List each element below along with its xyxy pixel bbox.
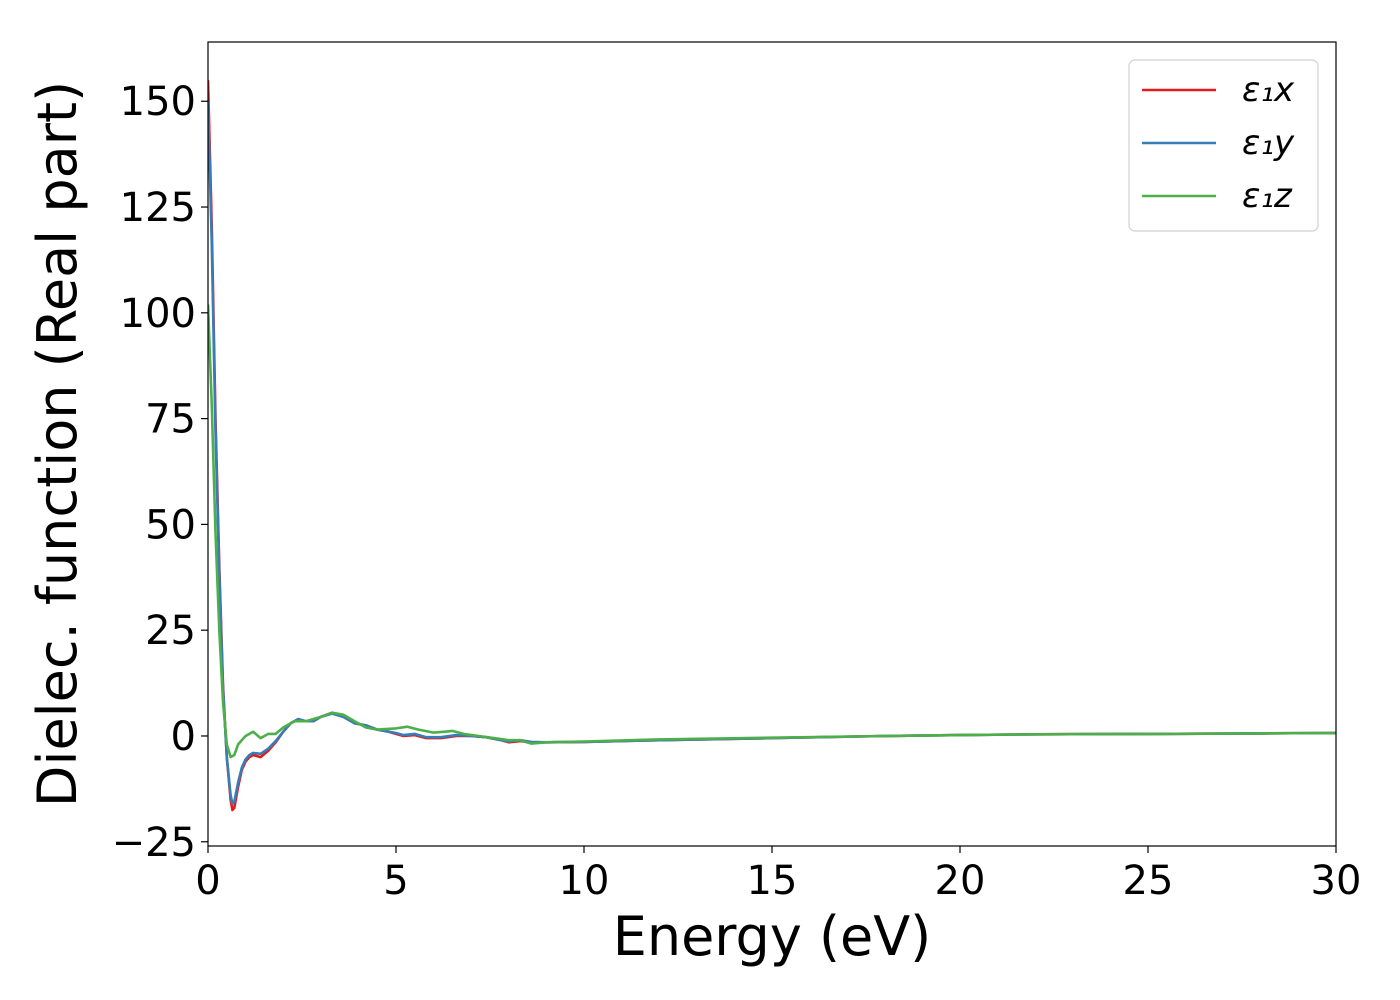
y-tick-label: −25	[112, 820, 196, 866]
series-line-3	[208, 304, 1336, 759]
legend-label-2: ε₁y	[1242, 123, 1295, 163]
y-tick-label: 125	[120, 185, 196, 231]
y-tick-label: 75	[145, 397, 196, 443]
plot-area	[208, 80, 1336, 812]
legend: ε₁x ε₁y ε₁z	[1128, 59, 1319, 232]
x-tick-label: 20	[935, 858, 986, 904]
x-tick-label: 5	[383, 858, 408, 904]
x-tick-label: 0	[195, 858, 220, 904]
x-axis-label: Energy (eV)	[613, 905, 932, 968]
y-tick-label: 100	[120, 291, 196, 337]
y-axis-label: Dielec. function (Real part)	[26, 81, 89, 807]
y-tick-label: 0	[171, 714, 196, 760]
y-tick-label: 150	[120, 79, 196, 125]
x-tick-label: 30	[1311, 858, 1362, 904]
legend-box	[1128, 59, 1319, 232]
x-tick-label: 25	[1123, 858, 1174, 904]
x-tick-label: 15	[747, 858, 798, 904]
x-tick-label: 10	[559, 858, 610, 904]
plot-frame	[207, 41, 1337, 847]
legend-label-1: ε₁x	[1242, 70, 1295, 110]
y-tick-label: 25	[145, 608, 196, 654]
y-tick-label: 50	[145, 502, 196, 548]
legend-label-3: ε₁z	[1242, 176, 1293, 216]
